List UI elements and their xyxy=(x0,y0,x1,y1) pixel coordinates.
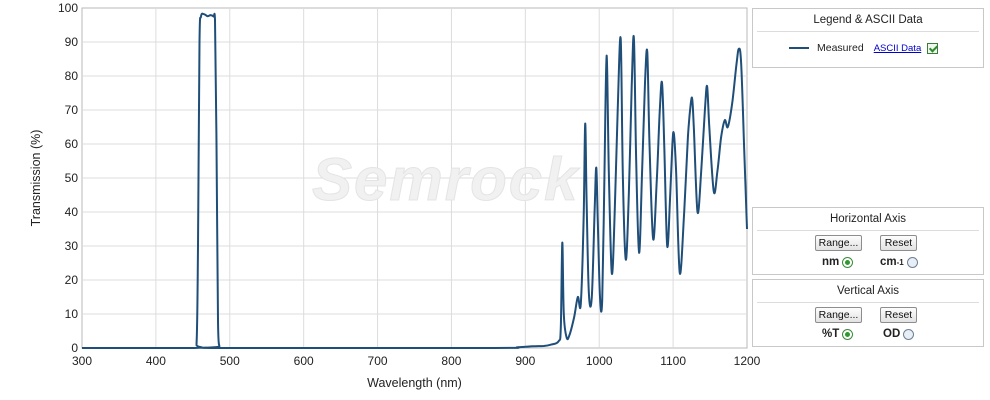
legend-panel-title: Legend & ASCII Data xyxy=(757,9,979,32)
y-tick-label: 80 xyxy=(65,69,79,83)
y-tick-label: 10 xyxy=(65,307,79,321)
y-tick-label: 0 xyxy=(71,341,78,355)
y-axis-title: Transmission (%) xyxy=(29,130,43,227)
unit-cm-radio[interactable] xyxy=(906,256,918,268)
y-tick-labels: 0 10 20 30 40 50 60 70 80 90 100 xyxy=(58,1,78,355)
horizontal-axis-panel: Horizontal Axis Range... Reset nm cm -1 xyxy=(752,207,984,275)
x-tick-label: 500 xyxy=(220,354,240,368)
unit-cm-option: cm -1 xyxy=(880,256,918,268)
legend-swatch xyxy=(789,47,809,49)
x-tick-label: 1000 xyxy=(586,354,613,368)
vertical-axis-title: Vertical Axis xyxy=(757,280,979,303)
y-tick-label: 90 xyxy=(65,35,79,49)
ascii-data-checkbox[interactable] xyxy=(927,42,939,54)
y-tick-label: 20 xyxy=(65,273,79,287)
unit-cm-label: cm xyxy=(880,256,897,268)
series-layer xyxy=(82,12,748,349)
unit-od-option: OD xyxy=(883,328,915,340)
horizontal-reset-button[interactable]: Reset xyxy=(880,235,917,251)
legend-entry: Measured ASCII Data xyxy=(789,42,939,54)
unit-percent-t-option: %T xyxy=(822,328,854,340)
x-tick-labels: 300 400 500 600 700 800 900 1000 1100 1200 xyxy=(72,354,761,368)
vertical-range-button[interactable]: Range... xyxy=(815,307,862,323)
unit-od-label: OD xyxy=(883,328,901,340)
unit-percent-t-label: %T xyxy=(822,328,840,340)
x-tick-label: 1100 xyxy=(660,354,686,368)
x-tick-label: 800 xyxy=(441,354,461,368)
vertical-reset-button[interactable]: Reset xyxy=(880,307,917,323)
unit-od-radio[interactable] xyxy=(903,328,915,340)
series-line-measured xyxy=(82,12,748,349)
legend-panel: Legend & ASCII Data Measured ASCII Data xyxy=(752,8,984,68)
y-tick-label: 40 xyxy=(65,205,79,219)
vertical-axis-panel: Vertical Axis Range... Reset %T OD xyxy=(752,279,984,347)
x-tick-label: 300 xyxy=(72,354,92,368)
x-tick-label: 400 xyxy=(146,354,166,368)
x-axis-title: Wavelength (nm) xyxy=(367,376,462,390)
y-tick-label: 100 xyxy=(58,1,78,15)
x-tick-label: 600 xyxy=(294,354,314,368)
unit-nm-option: nm xyxy=(822,256,854,268)
y-tick-label: 50 xyxy=(65,171,79,185)
y-tick-label: 70 xyxy=(65,103,79,117)
y-tick-label: 60 xyxy=(65,137,79,151)
x-tick-label: 900 xyxy=(515,354,535,368)
ascii-data-link[interactable]: ASCII Data xyxy=(873,42,922,54)
y-tick-label: 30 xyxy=(65,239,79,253)
watermark: Semrock xyxy=(312,146,580,213)
horizontal-axis-title: Horizontal Axis xyxy=(757,208,979,231)
unit-cm-superscript: -1 xyxy=(896,257,904,267)
unit-nm-radio[interactable] xyxy=(842,256,854,268)
x-tick-label: 700 xyxy=(368,354,388,368)
legend-label-measured: Measured xyxy=(817,42,864,54)
unit-percent-t-radio[interactable] xyxy=(842,328,854,340)
horizontal-range-button[interactable]: Range... xyxy=(815,235,862,251)
x-tick-label: 1200 xyxy=(734,354,761,368)
unit-nm-label: nm xyxy=(822,256,840,268)
